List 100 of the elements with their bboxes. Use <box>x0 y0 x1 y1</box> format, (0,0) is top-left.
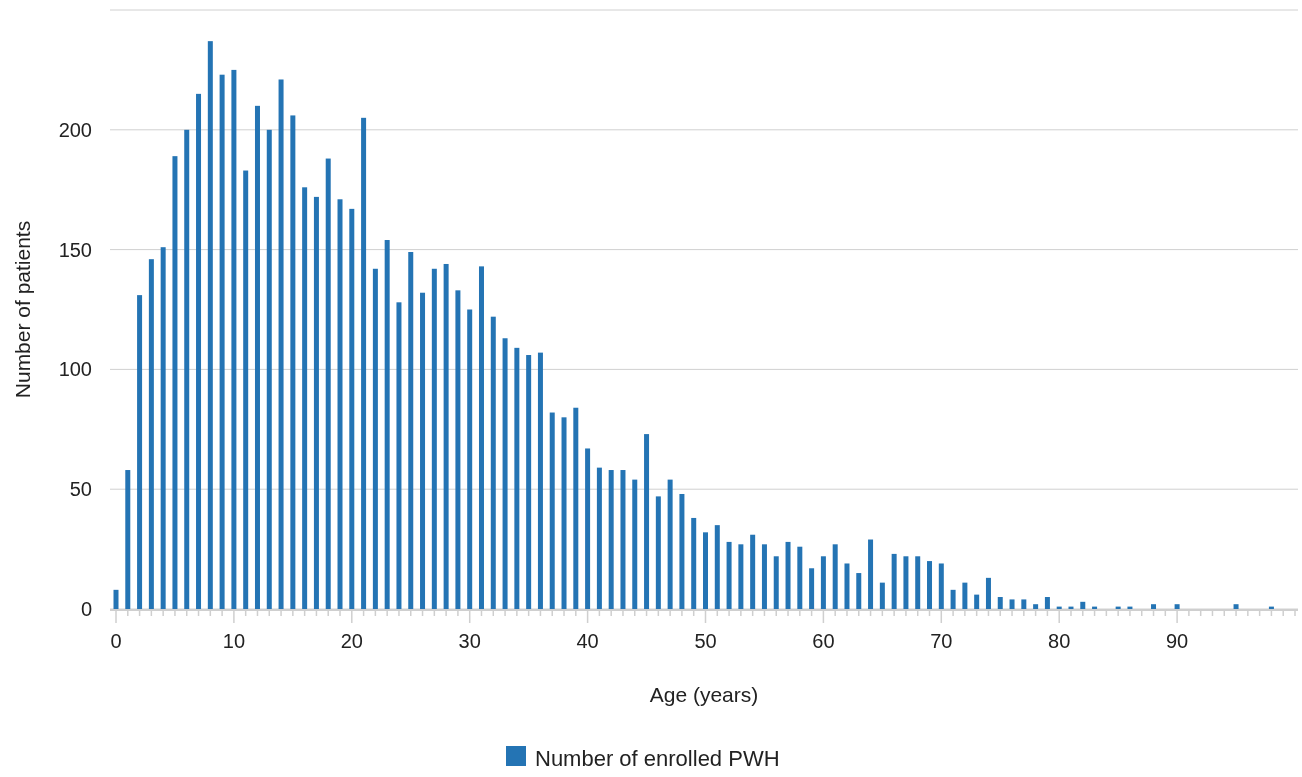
bar <box>490 316 496 609</box>
x-tick-label: 90 <box>1165 630 1189 652</box>
x-tick-label: 0 <box>110 630 122 652</box>
bar <box>337 199 343 609</box>
bar <box>985 577 991 609</box>
y-tick-label: 50 <box>69 478 92 501</box>
y-tick-label: 100 <box>58 358 92 381</box>
bar <box>478 266 484 609</box>
bar <box>243 170 249 609</box>
bar <box>832 544 838 609</box>
x-tick-label: 80 <box>1048 630 1071 652</box>
x-tick-label: 50 <box>694 630 717 652</box>
bar <box>290 115 296 609</box>
bar <box>172 156 178 609</box>
bar <box>608 470 614 609</box>
x-tick-label: 40 <box>576 630 599 652</box>
bar <box>231 69 237 609</box>
bar <box>443 263 449 609</box>
y-tick-label: 0 <box>80 598 92 620</box>
bar <box>903 556 909 609</box>
bar <box>455 290 461 609</box>
bar <box>372 268 378 609</box>
bar <box>703 532 708 609</box>
bar <box>655 496 661 609</box>
bar <box>1174 604 1180 609</box>
bar <box>113 589 119 609</box>
y-tick-label: 150 <box>58 238 92 261</box>
bar <box>431 268 437 609</box>
bar <box>1009 599 1015 609</box>
bar <box>844 563 850 609</box>
bar <box>1151 604 1157 609</box>
bar <box>502 338 508 609</box>
bar <box>691 517 697 609</box>
bar <box>927 561 933 609</box>
bar <box>148 259 154 609</box>
x-tick-label: 60 <box>812 630 835 652</box>
bar <box>809 568 815 609</box>
bar <box>773 556 779 609</box>
x-tick-label: 10 <box>222 630 246 652</box>
bar <box>644 434 650 609</box>
bar <box>278 79 284 609</box>
bar <box>313 196 319 609</box>
bar <box>207 41 213 609</box>
bar <box>974 594 980 609</box>
bar <box>196 93 202 609</box>
bar <box>750 534 756 609</box>
bar <box>361 117 367 609</box>
bar <box>879 582 885 609</box>
x-tick-label: 70 <box>930 630 953 652</box>
bar <box>160 247 166 609</box>
y-tick-label: 200 <box>58 118 92 141</box>
bar <box>184 129 190 609</box>
bar <box>266 129 272 609</box>
bar <box>549 412 555 609</box>
bar <box>137 295 143 609</box>
bar <box>526 355 532 609</box>
bar <box>915 556 921 609</box>
bar <box>679 493 685 609</box>
bar <box>1044 597 1050 609</box>
bar <box>349 208 355 609</box>
bar <box>514 347 520 609</box>
bar <box>726 541 732 609</box>
bar <box>856 573 862 609</box>
bar <box>962 582 968 609</box>
bar <box>219 74 225 609</box>
x-tick-label: 20 <box>340 630 363 652</box>
bar <box>797 546 803 609</box>
bar <box>938 563 944 609</box>
bar <box>467 309 473 609</box>
bar <box>761 544 767 609</box>
bar <box>408 252 414 609</box>
bar <box>891 553 897 609</box>
bar <box>1233 604 1239 609</box>
bar <box>396 302 402 609</box>
bar <box>125 470 131 609</box>
x-axis-title: Age (years) <box>649 683 759 706</box>
bar <box>302 187 308 609</box>
bar <box>950 589 956 609</box>
bar <box>820 556 826 609</box>
bar <box>667 479 673 609</box>
bar <box>868 539 874 609</box>
legend-label: Number of enrolled PWH <box>535 745 780 771</box>
bar <box>1033 604 1039 609</box>
bar <box>596 467 602 609</box>
bar <box>1021 599 1027 609</box>
y-axis-title: Number of patients <box>11 220 34 399</box>
bar <box>561 417 567 609</box>
bar <box>325 158 331 609</box>
bar <box>997 597 1003 609</box>
bar <box>585 448 591 609</box>
bar <box>1080 601 1086 609</box>
bar <box>620 470 626 609</box>
bar <box>785 541 791 609</box>
bar <box>254 105 260 609</box>
bar <box>738 544 744 609</box>
bar <box>714 525 720 609</box>
bar <box>537 352 543 609</box>
x-tick-label: 30 <box>458 630 481 652</box>
bar <box>632 479 638 609</box>
bar <box>420 292 426 609</box>
